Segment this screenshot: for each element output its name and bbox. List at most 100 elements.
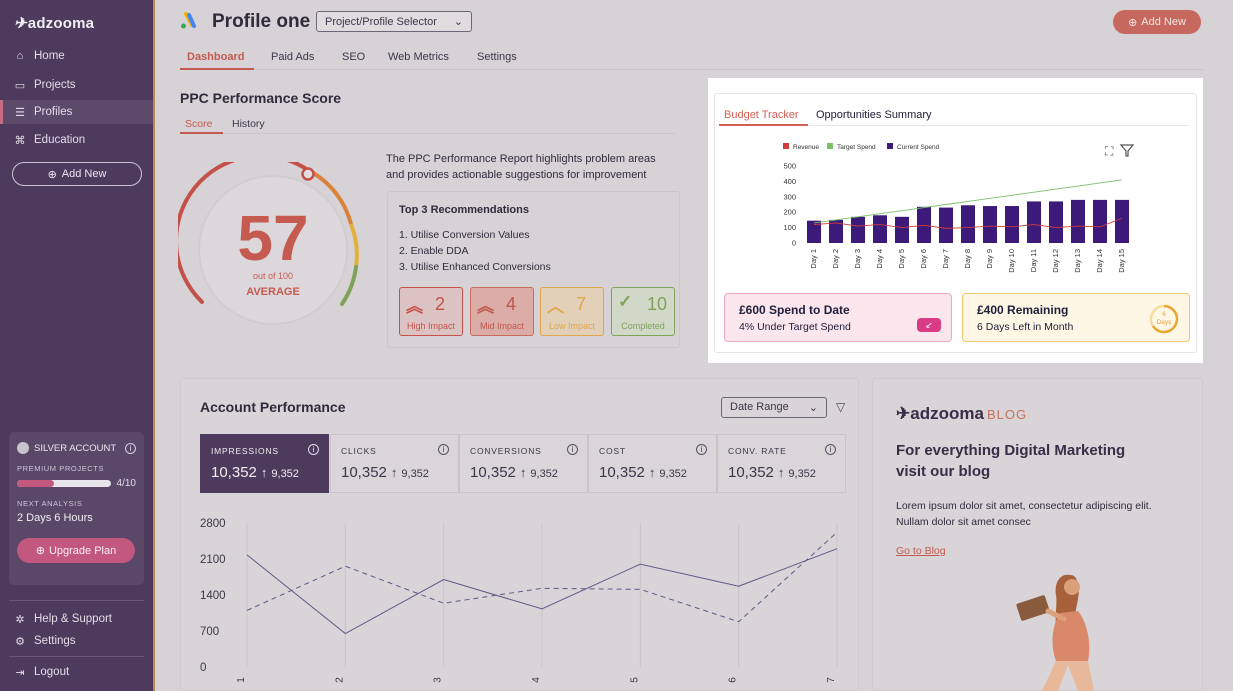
chart-legend: Revenue Target Spend Current Spend xyxy=(783,143,940,151)
filter-icon[interactable] xyxy=(1119,144,1135,157)
low-impact-badge[interactable]: ︿ 7 Low Impact xyxy=(540,287,604,336)
mid-impact-badge[interactable]: ︽ 4 Mid Impact xyxy=(470,287,534,336)
completed-badge[interactable]: ✓ 10 Completed xyxy=(611,287,675,336)
ppc-score-grade: AVERAGE xyxy=(246,286,300,298)
blog-logo-text: adzooma xyxy=(910,404,984,423)
filter-icon[interactable]: ▽ xyxy=(836,400,846,414)
blog-panel xyxy=(872,378,1203,691)
double-chevron-up-icon: ︽ xyxy=(406,297,423,316)
arrow-up-icon: ↑ xyxy=(648,465,656,480)
y-tick-label: 300 xyxy=(783,192,796,201)
metric-previous: 9,352 xyxy=(401,468,429,480)
x-tick-label: Day 10 xyxy=(1007,249,1016,273)
nav-label: Profiles xyxy=(34,106,73,118)
tab-paid-ads[interactable]: Paid Ads xyxy=(271,51,315,63)
info-icon[interactable]: i xyxy=(308,444,319,455)
tab-seo[interactable]: SEO xyxy=(342,51,366,63)
adzooma-logo[interactable]: ✈adzooma xyxy=(14,14,94,32)
x-tick-label: Day 5 xyxy=(897,249,906,269)
metric-value: 10,352 ↑ 9,352 xyxy=(470,464,558,481)
nav-help-support[interactable]: ✲ Help & Support xyxy=(0,607,153,631)
upgrade-icon: ⊕ xyxy=(35,545,45,557)
chevron-down-icon: ⌄ xyxy=(453,16,463,28)
y-tick-label: 1400 xyxy=(200,590,226,602)
upgrade-label: Upgrade Plan xyxy=(48,544,117,557)
nav-profiles[interactable]: ☰ Profiles xyxy=(0,100,153,124)
arrow-up-icon: ↑ xyxy=(260,465,268,480)
metric-conversions[interactable]: CONVERSIONS i 10,352 ↑ 9,352 xyxy=(459,434,588,493)
date-range-select[interactable]: Date Range ⌄ xyxy=(721,397,827,418)
tab-dashboard[interactable]: Dashboard xyxy=(187,51,245,63)
adzooma-blog-logo[interactable]: ✈adzooma BLOG xyxy=(896,404,1027,424)
impact-label: High Impact xyxy=(406,321,456,331)
header-add-new-button[interactable]: ⊕ Add New xyxy=(1113,10,1201,34)
metric-value: 10,352 ↑ 9,352 xyxy=(211,464,299,481)
metric-previous: 9,352 xyxy=(530,468,558,480)
tab-budget-tracker[interactable]: Budget Tracker xyxy=(724,109,799,121)
metric-clicks[interactable]: CLICKS i 10,352 ↑ 9,352 xyxy=(330,434,459,493)
premium-progress-fill xyxy=(17,480,55,487)
double-chevron-up-icon: ︽ xyxy=(477,297,494,316)
project-profile-selector[interactable]: Project/Profile Selector ⌄ xyxy=(316,11,472,32)
tab-settings[interactable]: Settings xyxy=(477,51,517,63)
x-tick-label: Day 12 xyxy=(1051,249,1060,273)
metric-previous: 9,352 xyxy=(271,468,299,480)
bar-current-spend xyxy=(829,219,843,243)
spend-to-date-card: £600 Spend to Date 4% Under Target Spend… xyxy=(724,293,952,342)
x-tick-label: Day 14 xyxy=(1095,249,1104,273)
x-tick-label: Day 8 xyxy=(963,249,972,269)
go-to-blog-link[interactable]: Go to Blog xyxy=(896,545,946,557)
x-tick-label: 1 xyxy=(236,677,247,683)
metric-previous: 9,352 xyxy=(788,468,816,480)
recommendations-title: Top 3 Recommendations xyxy=(399,204,529,216)
x-tick-label: 3 xyxy=(433,677,444,683)
info-icon[interactable]: i xyxy=(825,444,836,455)
y-tick-label: 2800 xyxy=(200,518,226,530)
folder-icon: ▭ xyxy=(14,79,26,92)
logo-text: adzooma xyxy=(27,15,95,32)
nav-logout[interactable]: ⇥ Logout xyxy=(0,660,153,684)
high-impact-badge[interactable]: ︽ 2 High Impact xyxy=(399,287,463,336)
nav-education[interactable]: ⌘ Education xyxy=(0,128,153,152)
chevron-down-icon: ⌄ xyxy=(808,402,818,414)
recommendation-item[interactable]: 1. Utilise Conversion Values xyxy=(399,229,530,241)
recommendation-item[interactable]: 3. Utilise Enhanced Conversions xyxy=(399,261,551,273)
recommendation-item[interactable]: 2. Enable DDA xyxy=(399,245,469,257)
tab-web-metrics[interactable]: Web Metrics xyxy=(388,51,449,63)
impact-label: Completed xyxy=(621,321,665,331)
nav-settings[interactable]: ⚙ Settings xyxy=(0,629,153,653)
metric-current: 10,352 xyxy=(211,464,257,481)
active-tab-indicator xyxy=(180,68,254,70)
arrow-up-icon: ↑ xyxy=(777,465,785,480)
budget-chart: Revenue Target Spend Current Spend ⛶ 0 10… xyxy=(783,143,1135,273)
sidebar-add-new-button[interactable]: ⊕ Add New xyxy=(12,162,142,186)
upgrade-plan-button[interactable]: ⊕ Upgrade Plan xyxy=(17,538,135,563)
tab-opportunities-summary[interactable]: Opportunities Summary xyxy=(816,109,932,121)
info-icon[interactable]: i xyxy=(567,444,578,455)
ppc-section-title: PPC Performance Score xyxy=(180,90,342,106)
x-tick-label: Day 13 xyxy=(1073,249,1082,273)
nav-label: Projects xyxy=(34,79,76,91)
nav-projects[interactable]: ▭ Projects xyxy=(0,73,153,97)
expand-icon[interactable]: ⛶ xyxy=(1104,144,1114,158)
spend-to-date-sub: 4% Under Target Spend xyxy=(739,321,851,333)
metric-cost[interactable]: COST i 10,352 ↑ 9,352 xyxy=(588,434,717,493)
budget-tracker-card xyxy=(714,93,1197,353)
info-icon[interactable]: i xyxy=(696,444,707,455)
metric-conv-rate[interactable]: CONV. RATE i 10,352 ↑ 9,352 xyxy=(717,434,846,493)
y-tick-label: 200 xyxy=(783,208,796,217)
metric-impressions[interactable]: IMPRESSIONS i 10,352 ↑ 9,352 xyxy=(200,434,329,493)
bar-current-spend xyxy=(851,216,865,243)
page-title: Profile one xyxy=(212,11,311,32)
subtab-history[interactable]: History xyxy=(232,118,265,130)
account-performance-chart: 0 700 1400 2100 2800 1 2 3 4 5 6 7 xyxy=(200,518,838,683)
info-icon[interactable]: i xyxy=(438,444,449,455)
ppc-score-value: 57 xyxy=(237,202,309,274)
info-icon[interactable]: i xyxy=(125,442,136,454)
impact-count: 7 xyxy=(576,294,587,314)
blog-text: Lorem ipsum dolor sit amet, consectetur … xyxy=(896,500,1152,528)
bar-current-spend xyxy=(961,205,975,243)
subtab-score[interactable]: Score xyxy=(185,118,213,130)
nav-home[interactable]: ⌂ Home xyxy=(0,44,153,68)
bar-current-spend xyxy=(807,220,821,243)
